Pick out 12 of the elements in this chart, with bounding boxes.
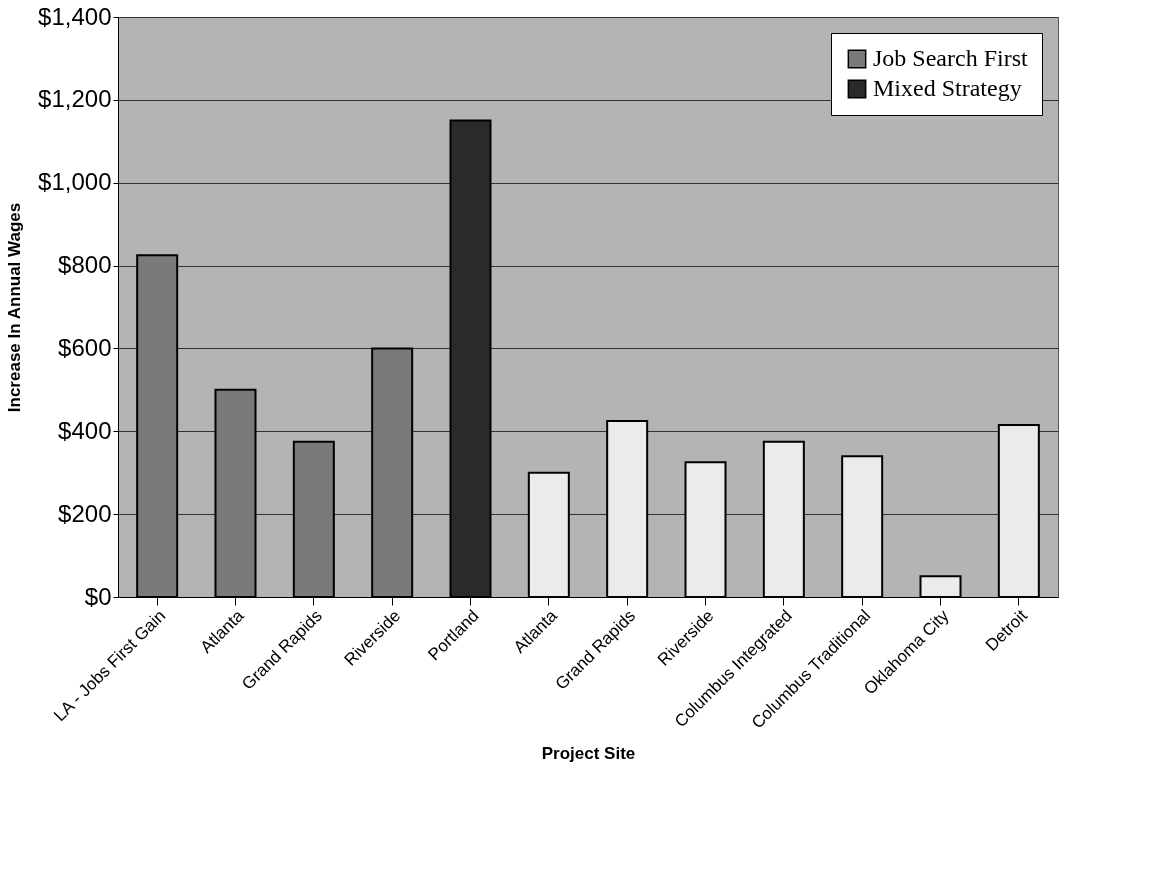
y-tick-label: $800 (58, 251, 112, 279)
y-tick-label: $400 (58, 416, 112, 444)
y-tick-label: $600 (58, 333, 112, 361)
y-tick-label: $1,200 (38, 85, 112, 113)
y-axis-title: Increase In Annual Wages (5, 202, 25, 413)
x-axis-title: Project Site (541, 743, 636, 763)
y-tick-label: $1,400 (38, 2, 112, 30)
y-tick-label: $1,000 (38, 168, 112, 196)
legend-label: Mixed Strategy (873, 75, 1022, 101)
y-tick-label: $200 (58, 499, 112, 527)
y-tick-label: $0 (84, 582, 112, 610)
legend-label: Job Search First (873, 45, 1028, 71)
